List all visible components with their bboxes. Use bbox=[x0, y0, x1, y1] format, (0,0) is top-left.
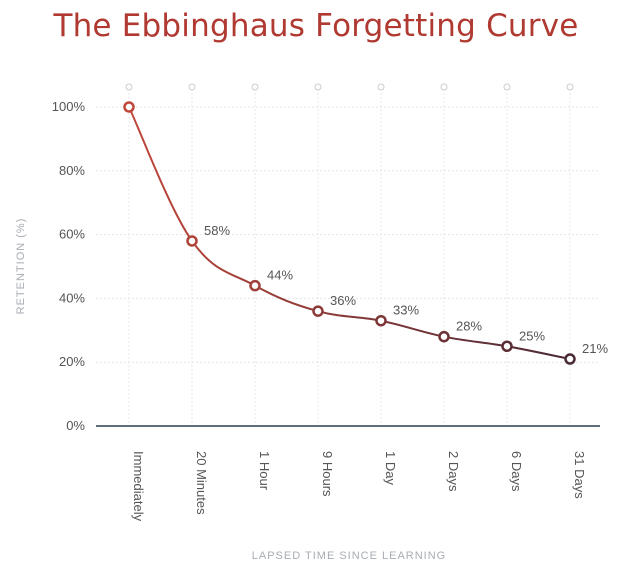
y-tick-label: 60% bbox=[59, 227, 85, 242]
x-tick-label: Immediately bbox=[131, 451, 146, 522]
data-label: 58% bbox=[204, 223, 230, 238]
gridline-cap bbox=[377, 83, 385, 91]
gridline-cap bbox=[440, 83, 448, 91]
data-label: 28% bbox=[456, 319, 482, 334]
x-tick-label: 31 Days bbox=[572, 451, 587, 499]
x-axis-title: LAPSED TIME SINCE LEARNING bbox=[252, 550, 447, 562]
curve-layer bbox=[128, 106, 571, 360]
data-point bbox=[375, 314, 387, 327]
y-tick-label: 40% bbox=[59, 290, 85, 305]
data-point bbox=[249, 279, 261, 292]
gridline-cap bbox=[125, 83, 133, 91]
x-tick-label: 9 Hours bbox=[320, 451, 335, 497]
y-tick-label: 20% bbox=[59, 354, 85, 369]
data-points bbox=[123, 101, 576, 365]
gridline-cap bbox=[566, 83, 574, 91]
forgetting-curve-line bbox=[128, 106, 571, 360]
data-point bbox=[186, 235, 198, 247]
data-label: 21% bbox=[582, 341, 608, 356]
data-label: 25% bbox=[519, 328, 545, 343]
x-tick-label: 1 Day bbox=[383, 451, 398, 485]
gridline-cap bbox=[314, 83, 322, 91]
data-point bbox=[312, 305, 324, 317]
y-tick-label: 0% bbox=[66, 418, 85, 433]
gridline-cap bbox=[503, 83, 511, 91]
labels: 0% 20% 40% 60% 80% 100% Immediately 20 Minutes 1… bbox=[52, 99, 609, 522]
y-tick-label: 100% bbox=[52, 99, 86, 114]
gridline-cap bbox=[188, 83, 196, 91]
chart-title: The Ebbinghaus Forgetting Curve bbox=[53, 8, 579, 44]
data-label: 33% bbox=[393, 303, 419, 318]
data-point bbox=[501, 340, 513, 352]
gridline-cap bbox=[251, 83, 259, 91]
data-point bbox=[438, 330, 450, 343]
data-label: 44% bbox=[267, 268, 293, 283]
x-tick-label: 2 Days bbox=[446, 451, 461, 492]
grid-lines bbox=[96, 83, 600, 426]
x-tick-label: 6 Days bbox=[509, 451, 524, 492]
data-point bbox=[564, 353, 576, 365]
x-tick-label: 20 Minutes bbox=[194, 451, 209, 515]
y-axis-title: RETENTION (%) bbox=[15, 218, 27, 315]
data-label: 36% bbox=[330, 293, 356, 308]
x-tick-label: 1 Hour bbox=[257, 451, 272, 491]
y-tick-label: 80% bbox=[59, 163, 85, 178]
data-point bbox=[123, 101, 135, 113]
